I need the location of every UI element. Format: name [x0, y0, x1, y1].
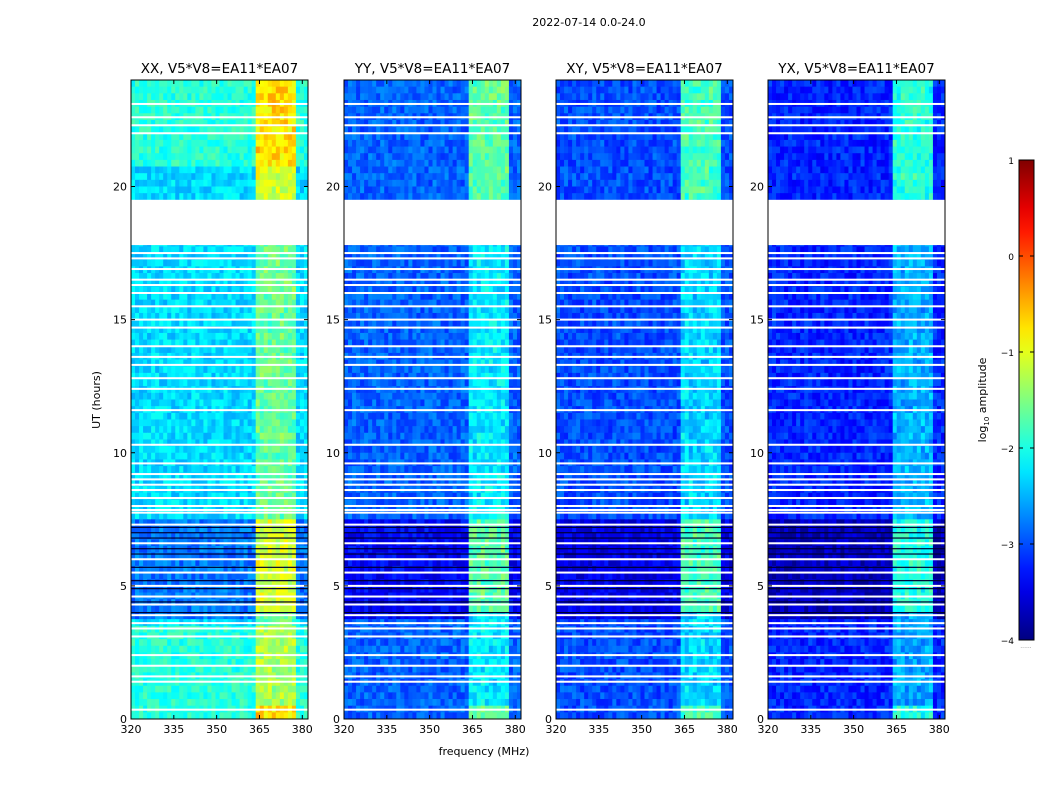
- y-tick-label: 20: [538, 181, 552, 194]
- y-tick-label: 15: [113, 314, 127, 327]
- panel-title: YX, V5*V8=EA11*EA07: [777, 61, 934, 77]
- x-tick-label: 350: [206, 723, 227, 736]
- x-tick-label: 365: [249, 723, 270, 736]
- x-tick-label: 320: [121, 723, 142, 736]
- y-tick-label: 15: [538, 314, 552, 327]
- flagged-region: [768, 199, 945, 246]
- x-tick-label: 365: [462, 723, 483, 736]
- x-tick-label: 335: [800, 723, 821, 736]
- y-tick-label: 15: [750, 314, 764, 327]
- x-tick-label: 320: [546, 723, 567, 736]
- y-tick-label: 10: [113, 447, 127, 460]
- y-tick-label: 0: [545, 713, 552, 726]
- x-tick-label: 380: [929, 723, 950, 736]
- colorbar-tick-label: −4: [1001, 637, 1015, 647]
- heatmap-1: [131, 80, 308, 719]
- panel-title: YY, V5*V8=EA11*EA07: [354, 61, 510, 77]
- x-tick-label: 320: [334, 723, 355, 736]
- panel-frame: [767, 79, 946, 720]
- y-tick-label: 5: [333, 580, 340, 593]
- panel-4: YX, V5*V8=EA11*EA07 320 335 350 365 380 0 5 10 15…: [750, 61, 950, 736]
- colorbar-tick-label: −2: [1001, 445, 1014, 455]
- colorbar-tick-label: 1: [1008, 157, 1014, 167]
- colorbar-tick-label: −1: [1001, 349, 1014, 359]
- y-tick-label: 20: [750, 181, 764, 194]
- x-tick-label: 350: [843, 723, 864, 736]
- x-tick-label: 335: [163, 723, 184, 736]
- x-tick-label: 350: [631, 723, 652, 736]
- y-tick-label: 5: [757, 580, 764, 593]
- x-tick-label: 335: [588, 723, 609, 736]
- x-tick-label: 365: [886, 723, 907, 736]
- y-tick-label: 10: [326, 447, 340, 460]
- y-tick-label: 0: [333, 713, 340, 726]
- y-tick-label: 20: [326, 181, 340, 194]
- x-tick-label: 380: [717, 723, 738, 736]
- heatmap-2: [344, 80, 521, 719]
- x-tick-label: 380: [292, 723, 313, 736]
- flagged-region: [131, 199, 308, 246]
- y-tick-label: 0: [120, 713, 127, 726]
- panel-frame: [343, 79, 522, 720]
- panel-3: XY, V5*V8=EA11*EA07 320 335 350 365 380 0 5 10 15…: [538, 61, 738, 736]
- heatmap-4: [768, 80, 945, 719]
- colorbar-tick-label: −3: [1001, 541, 1014, 551]
- y-axis-label: UT (hours): [90, 371, 103, 429]
- y-tick-label: 5: [545, 580, 552, 593]
- panel-frame: [555, 79, 734, 720]
- heatmap-3: [556, 80, 733, 719]
- colorbar: 1 0 −1 −2 −3 −4: [1001, 157, 1035, 647]
- x-tick-label: 365: [674, 723, 695, 736]
- panel-title: XY, V5*V8=EA11*EA07: [566, 61, 722, 77]
- figure-suptitle: 2022-07-14 0.0-24.0: [532, 16, 645, 29]
- x-tick-label: 380: [505, 723, 526, 736]
- y-tick-label: 10: [750, 447, 764, 460]
- panel-title: XX, V5*V8=EA11*EA07: [141, 61, 298, 77]
- colorbar-tick-label: 0: [1008, 253, 1014, 263]
- y-tick-label: 5: [120, 580, 127, 593]
- flagged-region: [344, 199, 521, 246]
- panel-1: XX, V5*V8=EA11*EA07 320 335 350 365 380 0 5 10 15…: [113, 61, 313, 736]
- flagged-region: [556, 199, 733, 246]
- y-tick-label: 10: [538, 447, 552, 460]
- colorbar-label: log10 amplitude: [976, 357, 991, 442]
- panel-frame: [130, 79, 309, 720]
- colorbar-gradient: [1018, 159, 1035, 641]
- panels-group: XX, V5*V8=EA11*EA07 320 335 350 365 380 0 5 10 15…: [113, 61, 950, 736]
- panel-2: YY, V5*V8=EA11*EA07 320 335 350 365 380 0 5 10 15…: [326, 61, 526, 736]
- x-tick-label: 320: [758, 723, 779, 736]
- x-tick-label: 350: [419, 723, 440, 736]
- colorbar-footer: ......: [1020, 643, 1032, 650]
- y-tick-label: 20: [113, 181, 127, 194]
- y-tick-label: 15: [326, 314, 340, 327]
- y-tick-label: 0: [757, 713, 764, 726]
- x-axis-label: frequency (MHz): [439, 745, 530, 758]
- x-tick-label: 335: [376, 723, 397, 736]
